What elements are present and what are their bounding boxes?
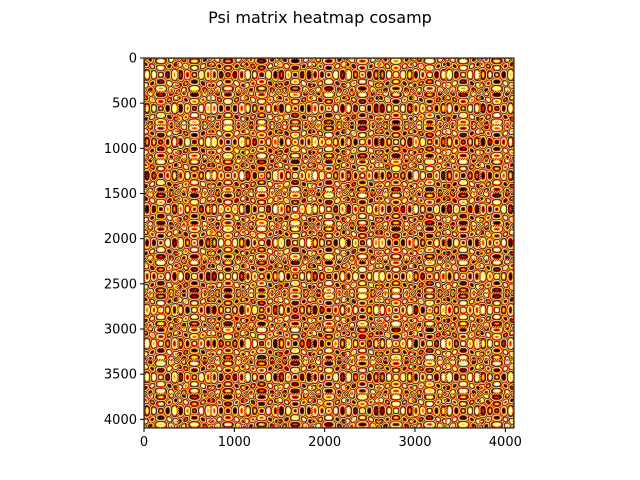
y-tick-label: 3000 xyxy=(104,322,137,337)
x-tick-label: 4000 xyxy=(489,435,522,450)
x-axis-ticks: 0 1000 2000 3000 4000 xyxy=(140,428,522,450)
y-tick-label: 2000 xyxy=(104,232,137,247)
y-tick-label: 500 xyxy=(112,97,137,112)
y-tick-label: 0 xyxy=(129,52,137,67)
plot-frame xyxy=(143,57,515,429)
chart-title: Psi matrix heatmap cosamp xyxy=(208,8,432,27)
y-tick-label: 1000 xyxy=(104,142,137,157)
x-tick-label: 1000 xyxy=(218,435,251,450)
y-tick-label: 2500 xyxy=(104,277,137,292)
y-tick-label: 3500 xyxy=(104,368,137,383)
y-axis-ticks: 0 500 1000 1500 2000 2500 3000 3500 4000 xyxy=(104,52,144,428)
x-tick-label: 2000 xyxy=(308,435,341,450)
x-tick-label: 3000 xyxy=(398,435,431,450)
y-tick-label: 1500 xyxy=(104,187,137,202)
heatmap-image xyxy=(144,58,514,428)
x-tick-label: 0 xyxy=(140,435,148,450)
y-tick-label: 4000 xyxy=(104,413,137,428)
